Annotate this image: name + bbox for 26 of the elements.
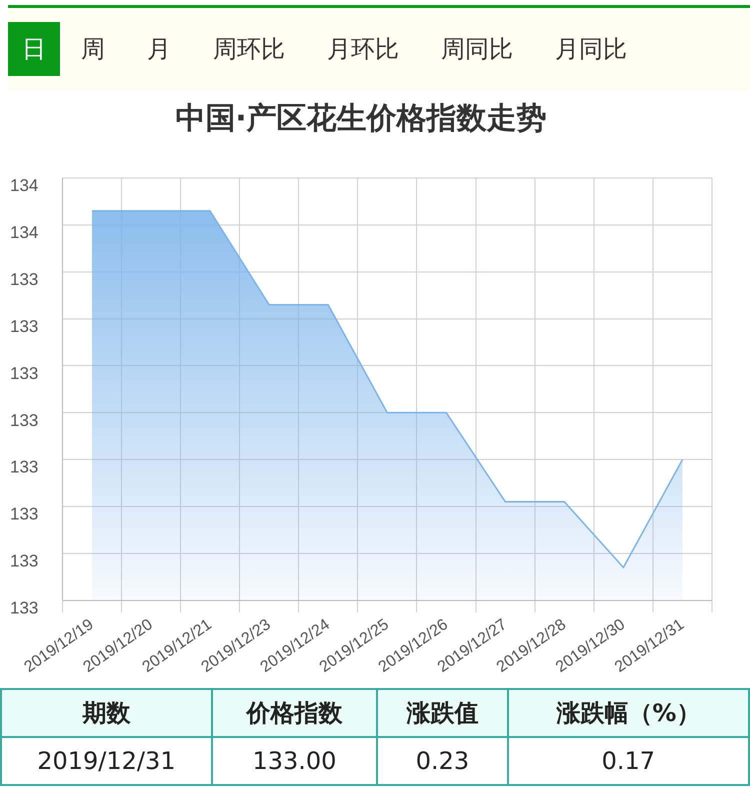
y-tick-label: 133 [10, 504, 38, 524]
y-tick-label: 133 [10, 458, 38, 477]
text: 期数 [1, 689, 212, 737]
y-tick-label: 133 [10, 270, 38, 290]
y-tick-label: 133 [10, 410, 38, 430]
chart-title: 中国·产区花生价格指数走势 [175, 100, 547, 136]
text: 2019/12/31 [1, 737, 212, 785]
text: 周环比 [212, 34, 286, 65]
y-tick-label: 134 [10, 223, 38, 242]
text: 价格指数 [212, 689, 378, 737]
text: 日 [8, 22, 60, 76]
text: 涨跌幅（%） [508, 689, 749, 737]
y-tick-label: 133 [10, 552, 38, 571]
text: 133.00 [212, 737, 378, 785]
y-tick-label: 134 [10, 176, 38, 196]
text: 涨跌值 [377, 689, 508, 737]
y-tick-label: 133 [10, 364, 38, 383]
text: 周 [80, 34, 106, 65]
text: 0.17 [508, 737, 749, 785]
text: 月环比 [326, 34, 400, 65]
text: 0.23 [377, 737, 508, 785]
text: 月 [146, 34, 172, 65]
y-tick-label: 133 [10, 316, 38, 336]
text: 月同比 [554, 34, 628, 65]
text: 周同比 [440, 34, 514, 65]
y-tick-label: 133 [10, 598, 38, 618]
